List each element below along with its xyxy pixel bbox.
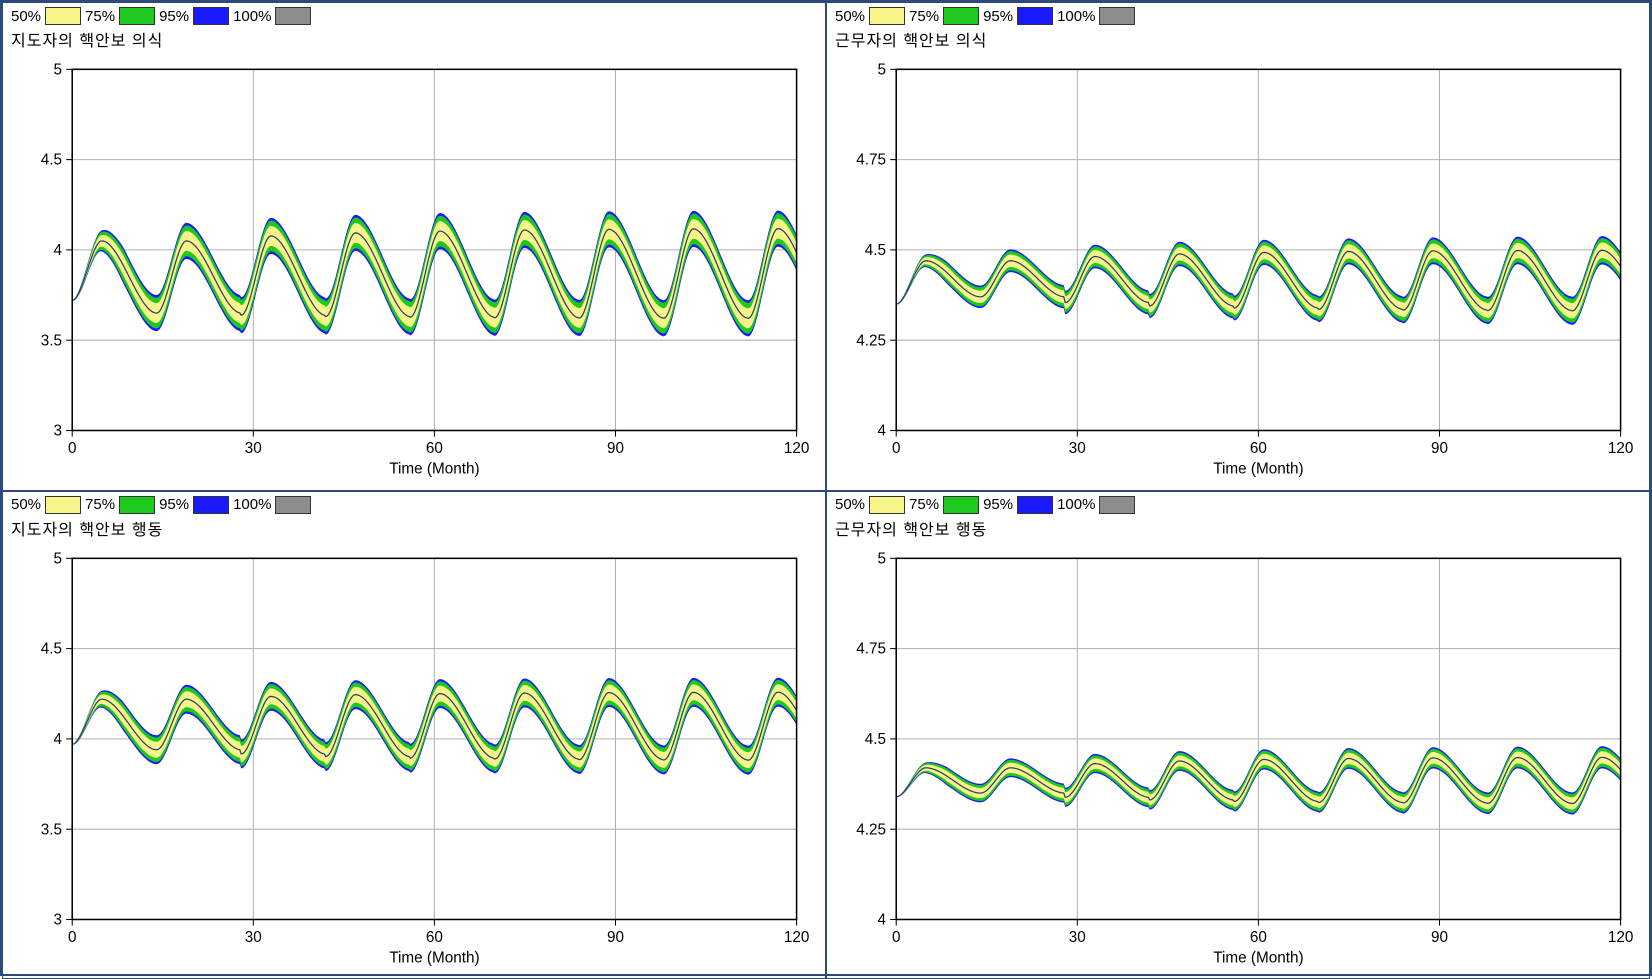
y-tick-label: 3.5 [41, 332, 62, 349]
x-axis-label: Time (Month) [1213, 949, 1303, 966]
chart-svg: 4 4.25 4.5 4.75 5 0 30 60 90 120 Time (Month) [835, 542, 1641, 971]
legend-swatch [193, 496, 229, 514]
legend-label: 50% [835, 8, 865, 25]
legend-label: 100% [1057, 8, 1095, 25]
chart-panel-bl: 50% 75% 95% 100% 지도자의 핵안보 행동 3 3.5 4 4.5 5 0 30 60 90… [2, 491, 826, 979]
legend-label: 75% [85, 8, 115, 25]
legend-swatch [1017, 496, 1053, 514]
chart-title: 근무자의 핵안보 의식 [835, 27, 1641, 51]
x-tick-label: 60 [426, 440, 443, 457]
y-tick-label: 4.5 [41, 640, 62, 657]
y-tick-label: 4.75 [856, 152, 886, 169]
legend-label: 50% [11, 8, 41, 25]
x-tick-label: 60 [426, 928, 443, 945]
chart-title: 근무자의 핵안보 행동 [835, 516, 1641, 540]
y-tick-label: 4.5 [41, 152, 62, 169]
y-tick-label: 5 [877, 550, 886, 567]
x-axis-label: Time (Month) [389, 949, 479, 966]
legend: 50% 75% 95% 100% [11, 7, 817, 25]
legend-swatch [119, 496, 155, 514]
y-tick-label: 4.5 [865, 731, 886, 748]
chart-svg: 4 4.25 4.5 4.75 5 0 30 60 90 120 Time (Month) [835, 53, 1641, 482]
x-axis-label: Time (Month) [389, 460, 479, 477]
x-tick-label: 0 [68, 928, 77, 945]
legend-swatch [193, 7, 229, 25]
x-tick-label: 30 [245, 440, 262, 457]
legend-swatch [275, 496, 311, 514]
legend-label: 95% [983, 8, 1013, 25]
legend-swatch [119, 7, 155, 25]
y-tick-label: 4.5 [865, 242, 886, 259]
chart-title: 지도자의 핵안보 행동 [11, 516, 817, 540]
legend-label: 95% [159, 496, 189, 513]
chart-area: 4 4.25 4.5 4.75 5 0 30 60 90 120 Time (Month) [835, 53, 1641, 482]
x-tick-label: 90 [607, 928, 624, 945]
y-tick-label: 4.25 [856, 821, 886, 838]
legend-label: 50% [835, 496, 865, 513]
legend-swatch [45, 496, 81, 514]
legend-label: 100% [233, 496, 271, 513]
x-tick-label: 90 [1431, 928, 1448, 945]
chart-panel-br: 50% 75% 95% 100% 근무자의 핵안보 행동 4 4.25 4.5 4.75 5 0 30… [826, 491, 1650, 979]
y-tick-label: 5 [53, 61, 62, 78]
x-tick-label: 90 [1431, 440, 1448, 457]
chart-area: 3 3.5 4 4.5 5 0 30 60 90 120 Time (Month) [11, 542, 817, 971]
x-tick-label: 0 [892, 440, 901, 457]
legend-swatch [1017, 7, 1053, 25]
legend-swatch [45, 7, 81, 25]
y-tick-label: 5 [53, 550, 62, 567]
legend-swatch [275, 7, 311, 25]
y-tick-label: 5 [877, 61, 886, 78]
legend-label: 100% [233, 8, 271, 25]
chart-svg: 3 3.5 4 4.5 5 0 30 60 90 120 Time (Month) [11, 542, 817, 971]
chart-panel-tl: 50% 75% 95% 100% 지도자의 핵안보 의식 3 3.5 4 4.5 5 0 30 60 90… [2, 2, 826, 491]
y-tick-label: 3.5 [41, 821, 62, 838]
legend-swatch [943, 496, 979, 514]
legend-swatch [869, 7, 905, 25]
x-tick-label: 90 [607, 440, 624, 457]
legend: 50% 75% 95% 100% [11, 496, 817, 514]
x-tick-label: 120 [1608, 928, 1634, 945]
x-tick-label: 0 [68, 440, 77, 457]
legend-swatch [1099, 496, 1135, 514]
legend-label: 75% [909, 496, 939, 513]
x-axis-label: Time (Month) [1213, 460, 1303, 477]
chart-area: 3 3.5 4 4.5 5 0 30 60 90 120 Time (Month) [11, 53, 817, 482]
legend-swatch [943, 7, 979, 25]
y-tick-label: 3 [53, 423, 62, 440]
x-tick-label: 60 [1250, 440, 1267, 457]
y-tick-label: 3 [53, 911, 62, 928]
x-tick-label: 120 [784, 440, 810, 457]
x-tick-label: 120 [1608, 440, 1634, 457]
x-tick-label: 30 [1069, 928, 1086, 945]
y-tick-label: 4 [877, 911, 886, 928]
chart-grid: 50%75%95%100%지도자의 핵안보 의식33.544.550306090… [0, 0, 1652, 976]
legend: 50% 75% 95% 100% [835, 7, 1641, 25]
y-tick-label: 4.25 [856, 332, 886, 349]
chart-panel-tr: 50% 75% 95% 100% 근무자의 핵안보 의식 4 4.25 4.5 4.75 5 0 30… [826, 2, 1650, 491]
x-tick-label: 30 [1069, 440, 1086, 457]
x-tick-label: 30 [245, 928, 262, 945]
legend-swatch [1099, 7, 1135, 25]
legend: 50% 75% 95% 100% [835, 496, 1641, 514]
legend-label: 95% [159, 8, 189, 25]
y-tick-label: 4 [877, 423, 886, 440]
legend-label: 50% [11, 496, 41, 513]
legend-swatch [869, 496, 905, 514]
chart-title: 지도자의 핵안보 의식 [11, 27, 817, 51]
y-tick-label: 4 [53, 731, 62, 748]
chart-svg: 3 3.5 4 4.5 5 0 30 60 90 120 Time (Month) [11, 53, 817, 482]
y-tick-label: 4.75 [856, 640, 886, 657]
legend-label: 100% [1057, 496, 1095, 513]
legend-label: 95% [983, 496, 1013, 513]
chart-area: 4 4.25 4.5 4.75 5 0 30 60 90 120 Time (Month) [835, 542, 1641, 971]
x-tick-label: 60 [1250, 928, 1267, 945]
y-tick-label: 4 [53, 242, 62, 259]
x-tick-label: 0 [892, 928, 901, 945]
legend-label: 75% [85, 496, 115, 513]
x-tick-label: 120 [784, 928, 810, 945]
legend-label: 75% [909, 8, 939, 25]
